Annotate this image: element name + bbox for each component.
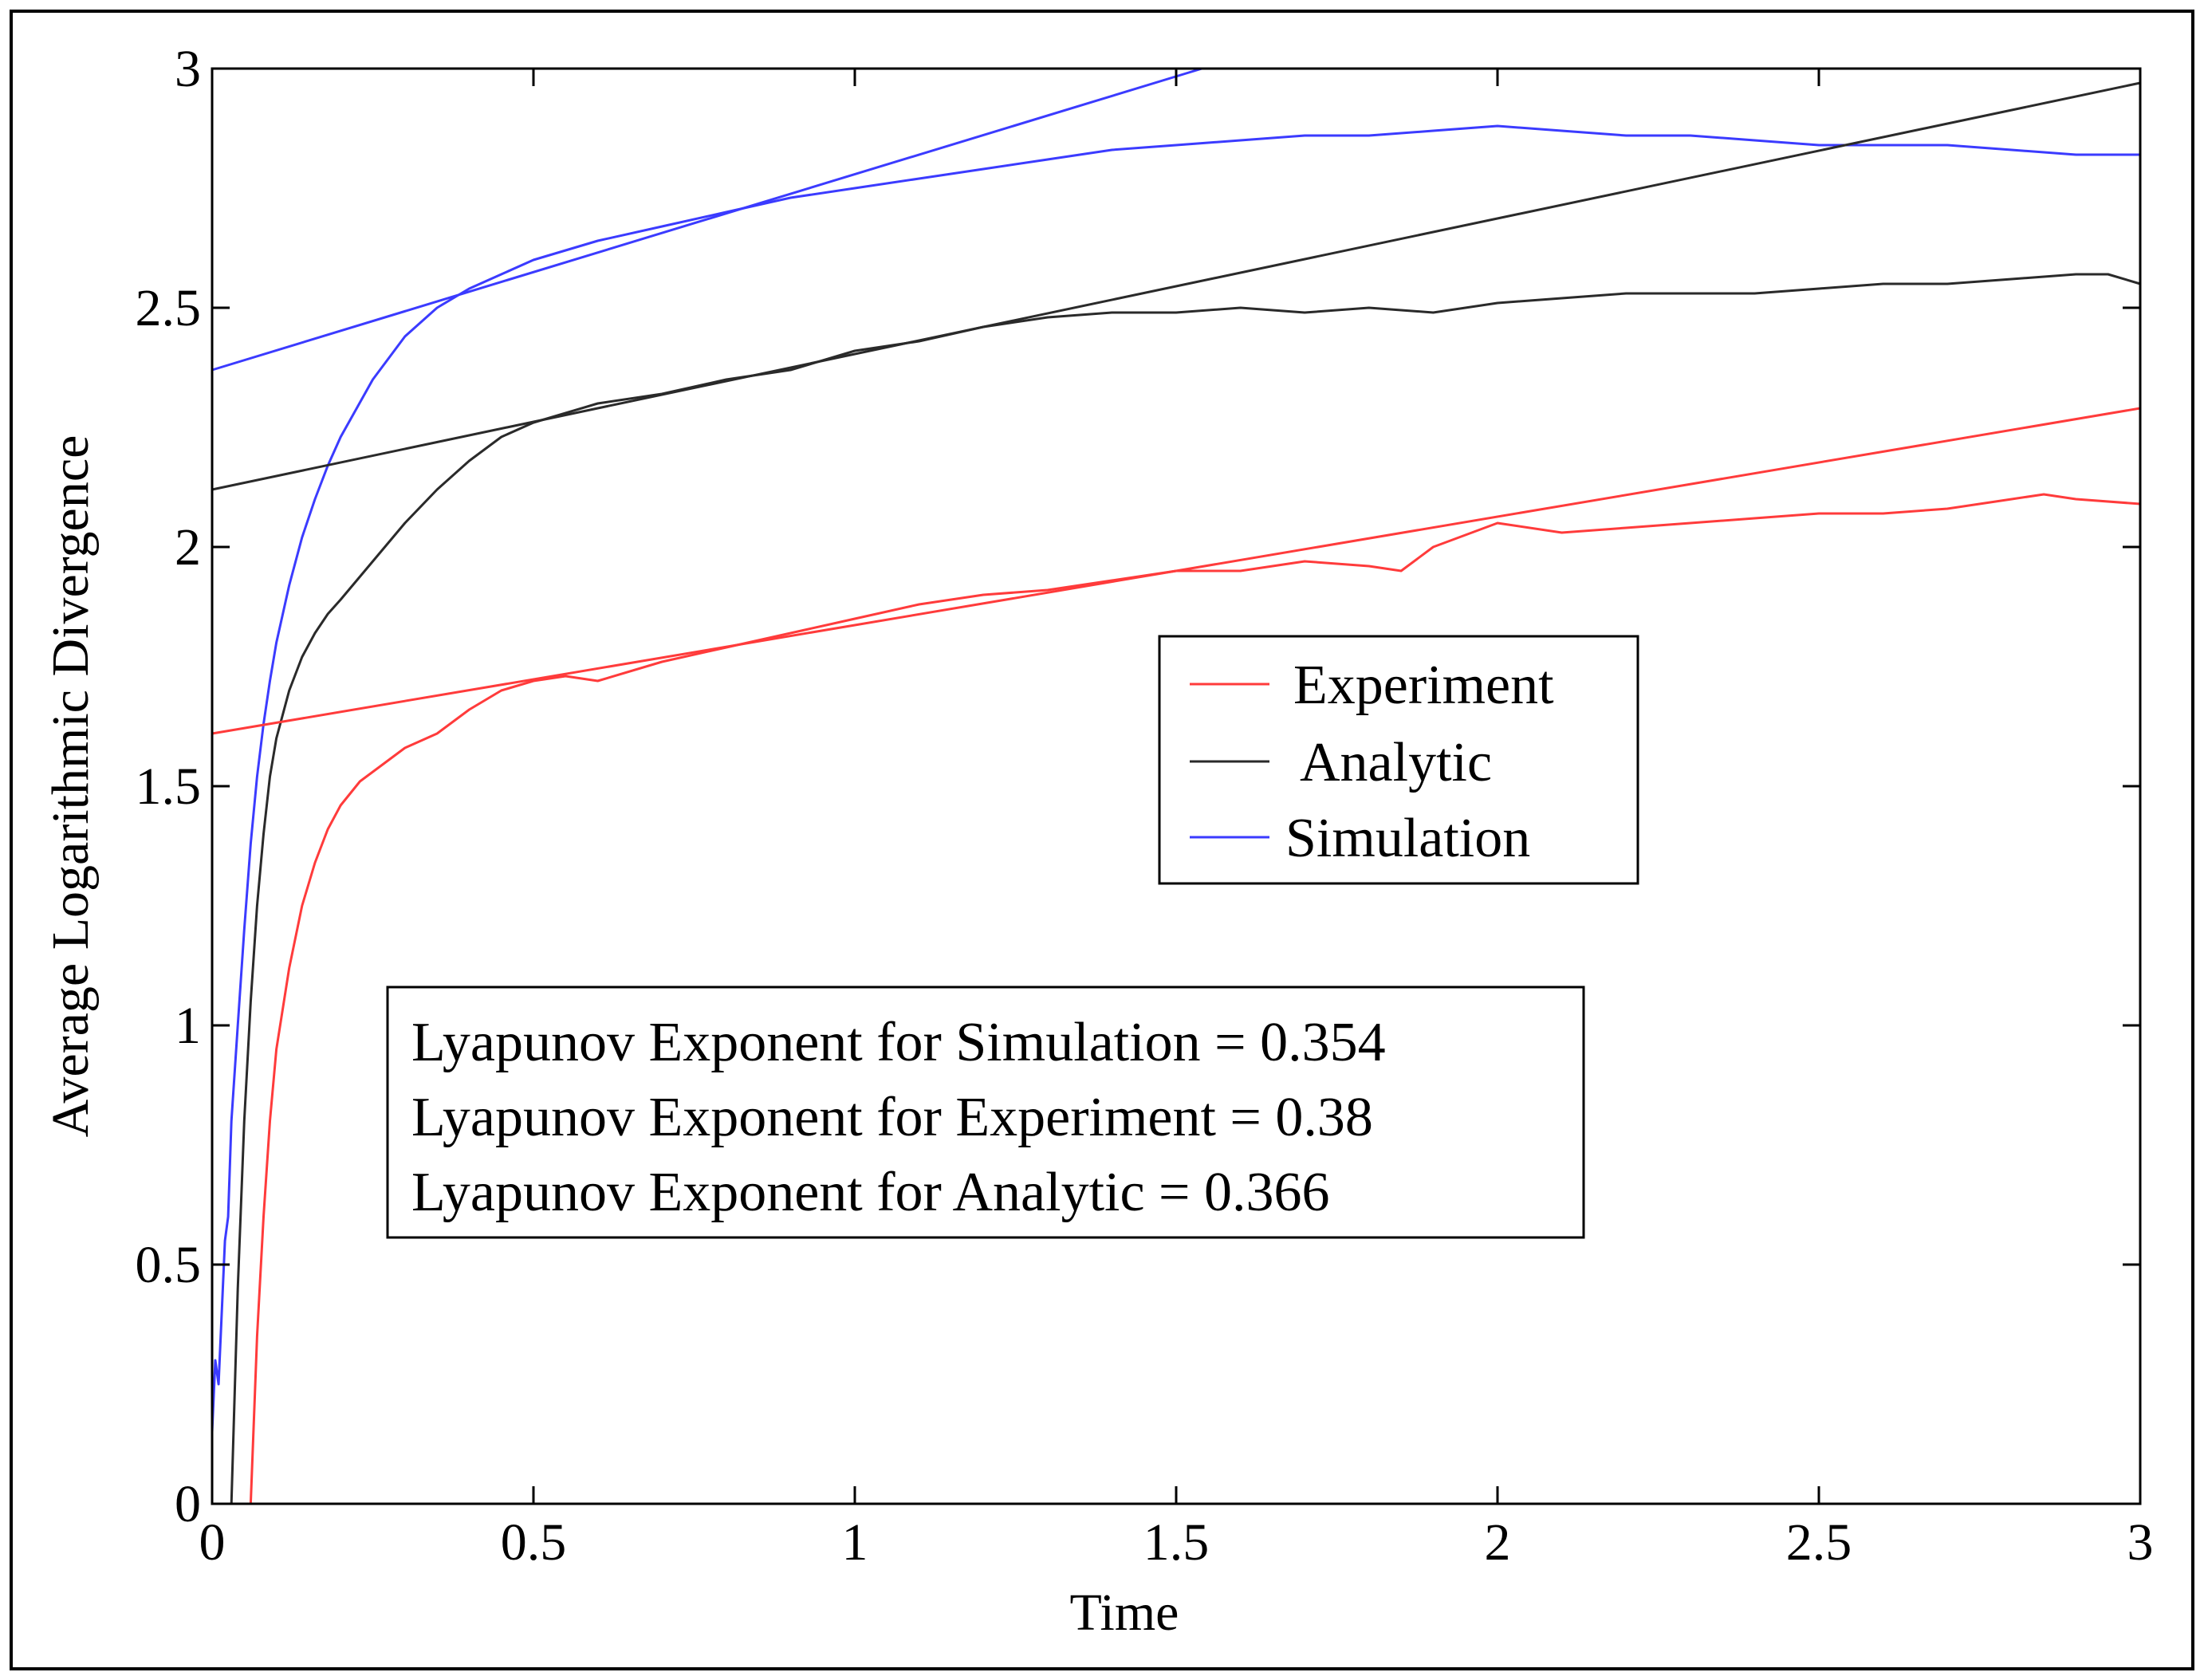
y-tick-label: 1 [175, 997, 201, 1055]
legend-label-simulation: Simulation [1285, 808, 1530, 869]
x-tick-label: 2 [1485, 1513, 1511, 1572]
y-tick-label: 2.5 [136, 279, 202, 337]
y-tick-label: 0.5 [136, 1236, 202, 1294]
legend: Experiment Analytic Simulation [1158, 635, 1639, 885]
y-tick-label: 1.5 [136, 757, 202, 816]
y-axis-ticks: 0 0.5 1 1.5 2 2.5 3 [136, 40, 2140, 1533]
legend-label-experiment: Experiment [1293, 655, 1554, 716]
series-line-simulation [211, 124, 2140, 1433]
annotation-experiment: Lyapunov Exponent for Experiment = 0.38 [411, 1087, 1373, 1148]
legend-label-analytic: Analytic [1300, 732, 1492, 793]
y-tick-label: 3 [175, 40, 201, 98]
legend-box [1158, 635, 1639, 885]
series-line-experiment [249, 493, 2141, 1505]
outer-frame [10, 10, 2194, 1670]
x-tick-label: 1 [842, 1513, 868, 1572]
annotation-simulation: Lyapunov Exponent for Simulation = 0.354 [411, 1012, 1386, 1073]
y-tick-label: 0 [175, 1475, 201, 1533]
x-tick-label: 2.5 [1786, 1513, 1852, 1572]
y-axis-label: Average Logarithmic Divergence [41, 435, 100, 1138]
y-tick-label: 2 [175, 518, 201, 576]
x-tick-label: 0 [199, 1513, 226, 1572]
x-tick-label: 3 [2127, 1513, 2154, 1572]
x-tick-label: 0.5 [501, 1513, 567, 1572]
lyapunov-annotation: Lyapunov Exponent for Simulation = 0.354… [386, 986, 1585, 1239]
fit-line-simulation [211, 67, 1202, 372]
x-tick-label: 1.5 [1143, 1513, 1210, 1572]
annotation-box [386, 986, 1585, 1239]
fit-line-analytic [211, 81, 2141, 491]
annotation-analytic: Lyapunov Exponent for Analytic = 0.366 [411, 1162, 1330, 1223]
fit-line-experiment [211, 407, 2141, 735]
x-axis-label: Time [1070, 1584, 1179, 1642]
x-axis-ticks: 0 0.5 1 1.5 2 2.5 3 [199, 69, 2154, 1572]
fit-lines [211, 67, 2141, 735]
